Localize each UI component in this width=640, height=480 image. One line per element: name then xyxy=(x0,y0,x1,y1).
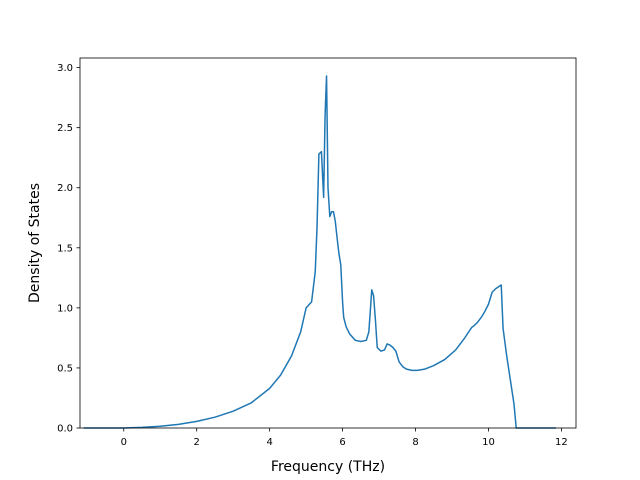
plot-frame xyxy=(79,57,577,429)
y-tick-label: 0.5 xyxy=(57,363,73,374)
x-tick-label: 0 xyxy=(121,437,127,448)
plot-background xyxy=(80,58,576,428)
x-tick-label: 10 xyxy=(482,437,495,448)
x-tick-label: 4 xyxy=(266,437,272,448)
x-tick-label: 12 xyxy=(555,437,568,448)
y-axis-ticks: 0.0 0.5 1.0 1.5 2.0 2.5 3.0 xyxy=(57,63,80,435)
y-tick-label: 1.5 xyxy=(57,243,73,254)
y-tick-label: 1.0 xyxy=(57,303,73,314)
y-tick-label: 2.0 xyxy=(57,183,73,194)
y-tick-label: 2.5 xyxy=(57,123,73,134)
x-tick-label: 6 xyxy=(339,437,345,448)
y-tick-label: 3.0 xyxy=(57,63,73,74)
x-axis-ticks: 0 2 4 6 8 10 12 xyxy=(121,428,568,448)
y-axis-label: Density of States xyxy=(27,183,43,303)
x-axis-label: Frequency (THz) xyxy=(271,459,385,475)
x-tick-label: 2 xyxy=(194,437,200,448)
y-tick-label: 0.0 xyxy=(57,424,73,435)
dos-series-line xyxy=(83,75,556,429)
x-tick-label: 8 xyxy=(412,437,418,448)
